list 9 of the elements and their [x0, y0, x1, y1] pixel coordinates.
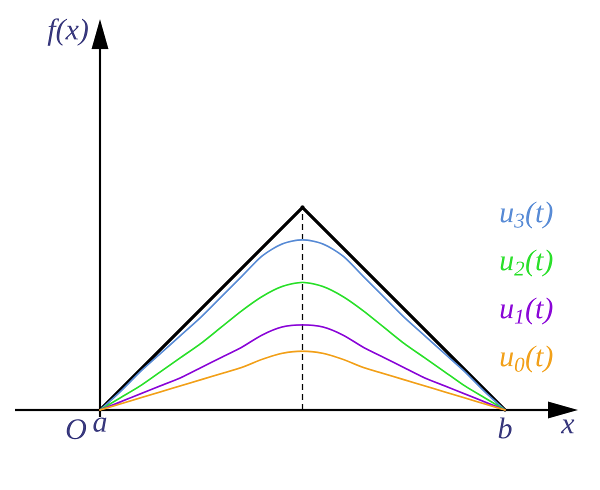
x-tick-label: b [498, 418, 512, 439]
text: u$_{3}$(t) [500, 201, 552, 229]
text: f(x) [48, 18, 88, 46]
series-label: u$_{0}$(t) [500, 345, 552, 373]
text: u$_{2}$(t) [500, 249, 552, 277]
x-axis-title: x [560, 420, 574, 434]
text: O [66, 419, 86, 440]
x-tick-label: a [93, 418, 106, 432]
text: u$_{1}$(t) [500, 297, 552, 325]
